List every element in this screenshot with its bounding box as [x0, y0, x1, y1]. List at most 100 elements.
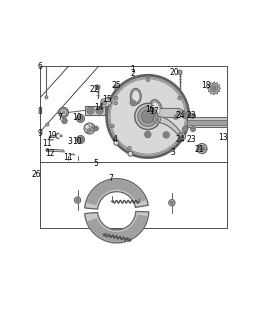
Circle shape [135, 103, 161, 130]
Circle shape [182, 113, 188, 118]
Circle shape [138, 107, 158, 126]
Circle shape [212, 86, 216, 90]
Circle shape [103, 233, 106, 236]
Ellipse shape [149, 100, 162, 117]
Text: 22: 22 [89, 85, 99, 94]
Circle shape [190, 126, 196, 132]
Text: 23: 23 [186, 135, 196, 144]
Circle shape [178, 133, 181, 137]
Polygon shape [207, 82, 221, 95]
Text: 11: 11 [63, 154, 73, 163]
Text: 6: 6 [38, 62, 42, 71]
Circle shape [184, 128, 186, 131]
Circle shape [192, 115, 194, 117]
Circle shape [74, 197, 81, 203]
Circle shape [146, 78, 150, 82]
Circle shape [90, 128, 94, 131]
Circle shape [59, 108, 68, 117]
Circle shape [76, 198, 79, 202]
Circle shape [178, 133, 185, 140]
Circle shape [46, 123, 49, 126]
Polygon shape [187, 117, 227, 127]
Text: 15: 15 [102, 95, 112, 104]
Text: 14: 14 [94, 103, 103, 112]
Circle shape [114, 96, 118, 100]
Text: 3: 3 [68, 137, 73, 147]
Text: 10: 10 [72, 113, 81, 122]
Circle shape [98, 108, 102, 112]
Text: 26: 26 [32, 170, 42, 179]
Text: 17: 17 [150, 107, 159, 116]
Text: 9: 9 [38, 129, 42, 138]
Circle shape [84, 123, 95, 134]
Circle shape [114, 85, 119, 90]
Circle shape [96, 107, 103, 114]
Circle shape [93, 126, 98, 131]
Text: 19: 19 [47, 132, 57, 140]
Circle shape [178, 70, 182, 75]
Text: 24: 24 [175, 135, 185, 144]
Circle shape [95, 85, 100, 90]
Circle shape [114, 140, 119, 145]
Circle shape [92, 125, 95, 127]
Circle shape [116, 86, 118, 89]
Text: 23: 23 [186, 111, 196, 120]
Circle shape [128, 238, 131, 242]
Circle shape [197, 144, 207, 154]
Text: 13: 13 [218, 132, 227, 142]
Circle shape [63, 119, 66, 122]
Ellipse shape [132, 90, 140, 102]
Circle shape [174, 115, 177, 118]
Circle shape [182, 126, 188, 132]
Circle shape [145, 131, 151, 138]
Circle shape [132, 100, 135, 104]
Text: 3: 3 [170, 148, 175, 157]
Text: 11: 11 [43, 139, 52, 148]
Circle shape [45, 96, 48, 99]
Circle shape [169, 200, 175, 206]
Circle shape [190, 113, 196, 118]
Circle shape [177, 111, 181, 115]
Circle shape [96, 86, 99, 89]
Circle shape [62, 118, 67, 124]
Text: 18: 18 [202, 81, 211, 91]
Circle shape [210, 85, 218, 92]
Circle shape [95, 127, 97, 130]
Circle shape [107, 75, 189, 157]
Text: 1: 1 [130, 65, 135, 74]
Circle shape [164, 133, 168, 137]
Ellipse shape [130, 88, 141, 104]
Text: 8: 8 [38, 107, 42, 116]
Polygon shape [85, 212, 149, 243]
Text: 2: 2 [130, 69, 135, 78]
Text: 25: 25 [111, 81, 121, 90]
Text: 5: 5 [94, 159, 99, 168]
Polygon shape [84, 106, 105, 115]
Text: 16: 16 [145, 105, 155, 114]
Circle shape [153, 116, 160, 123]
Text: 7: 7 [57, 113, 62, 122]
Ellipse shape [152, 102, 160, 115]
Circle shape [78, 116, 83, 121]
Polygon shape [88, 214, 147, 242]
Circle shape [141, 110, 154, 123]
Polygon shape [100, 98, 112, 108]
Circle shape [130, 99, 137, 106]
Circle shape [46, 148, 49, 152]
Polygon shape [85, 179, 148, 209]
Circle shape [184, 115, 186, 117]
Circle shape [62, 111, 65, 114]
Circle shape [173, 114, 179, 119]
Polygon shape [187, 120, 227, 125]
Circle shape [77, 135, 84, 144]
Circle shape [109, 78, 186, 155]
Circle shape [87, 107, 94, 114]
Circle shape [114, 101, 118, 105]
Circle shape [200, 147, 203, 150]
Circle shape [60, 135, 62, 137]
Text: 12: 12 [46, 149, 55, 158]
Circle shape [60, 109, 67, 116]
Circle shape [146, 133, 149, 136]
Text: 24: 24 [175, 111, 185, 120]
Circle shape [103, 101, 107, 105]
